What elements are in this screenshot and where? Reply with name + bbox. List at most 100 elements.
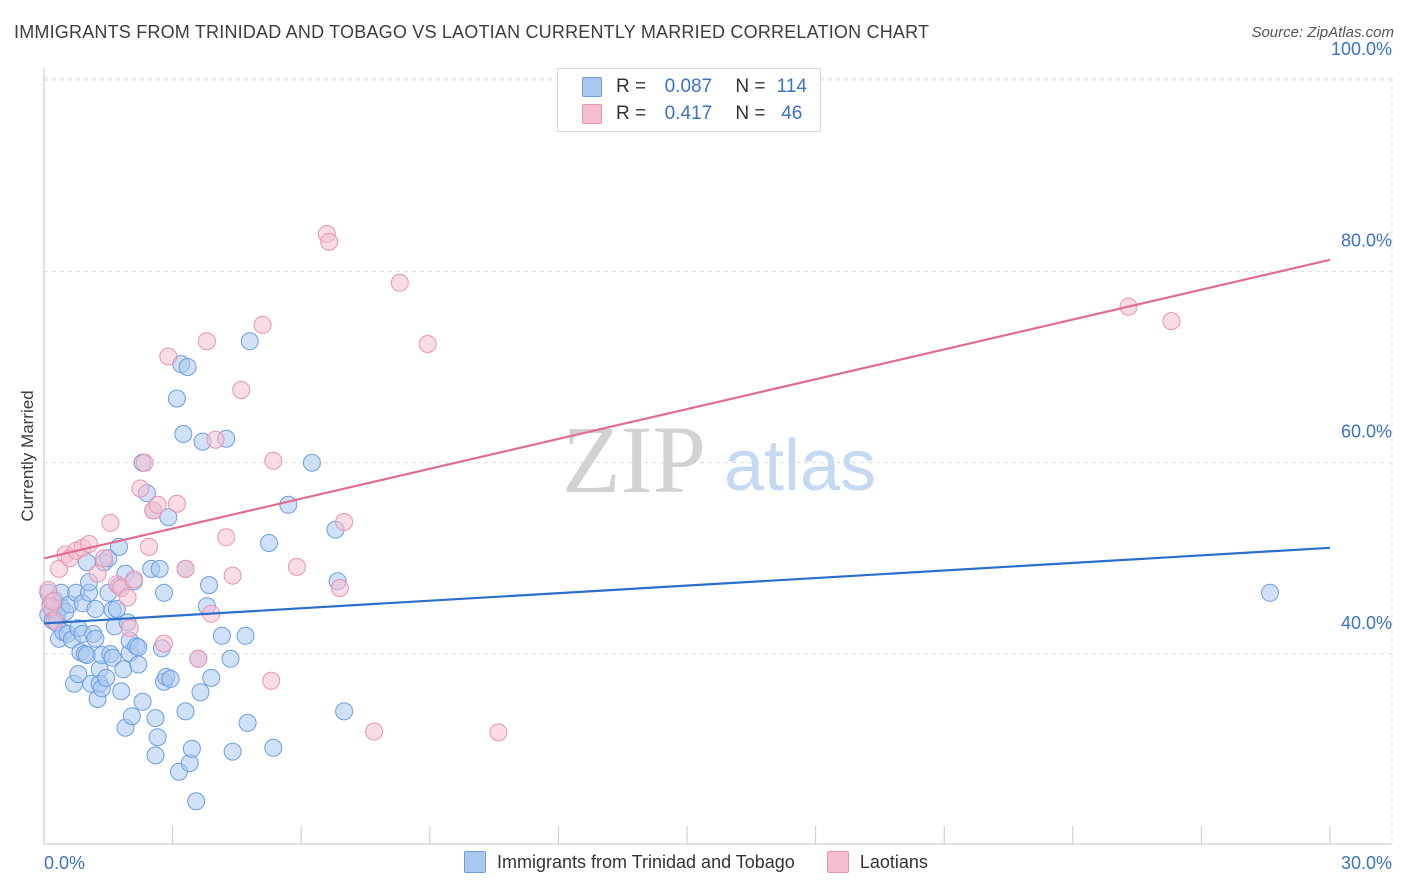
y-tick-label: 40.0% xyxy=(1341,613,1392,633)
laotian-point xyxy=(167,494,186,513)
laotians-swatch xyxy=(582,104,602,124)
laotian-point xyxy=(45,611,64,630)
trinidad-point xyxy=(129,655,148,674)
laotian-point xyxy=(1162,312,1181,331)
laotian-point xyxy=(223,566,242,585)
trinidad-point xyxy=(133,692,152,711)
legend-item-laotians[interactable]: Laotians xyxy=(826,851,928,873)
trinidad-legend-swatch xyxy=(464,851,486,873)
legend-label-trinidad: Immigrants from Trinidad and Tobago xyxy=(497,851,795,872)
laotian-point xyxy=(418,335,437,353)
trinidad-point xyxy=(114,660,133,679)
legend-label-laotians: Laotians xyxy=(859,851,928,872)
trinidad-point xyxy=(150,559,169,578)
r-value: 0.417 xyxy=(664,103,713,124)
laotian-point xyxy=(155,634,173,653)
trendlines xyxy=(43,258,1331,625)
laotian-point xyxy=(330,579,349,597)
trinidad-point xyxy=(148,728,167,747)
trinidad-point xyxy=(146,746,165,765)
laotian-point xyxy=(189,649,208,668)
laotian-point xyxy=(390,273,409,292)
trinidad-point xyxy=(97,668,116,687)
trinidad-point xyxy=(122,707,141,726)
stats-legend: R = 0.087 N = 114 R = 0.417 N = 46 xyxy=(557,68,821,132)
laotian-point xyxy=(101,513,120,532)
trinidad-point xyxy=(335,702,354,721)
trinidad-point xyxy=(191,683,210,702)
r-value: 0.087 xyxy=(664,76,713,97)
laotian-point xyxy=(320,232,339,251)
trinidad-point xyxy=(129,638,148,657)
laotian-point xyxy=(232,381,251,399)
laotian-point xyxy=(206,430,225,449)
trinidad-point xyxy=(223,742,242,761)
r-label: R = xyxy=(616,76,647,97)
y-tick-label: 80.0% xyxy=(1341,230,1392,250)
watermark-zip: ZIP xyxy=(562,406,706,513)
trinidad-point xyxy=(103,648,122,667)
laotian-point xyxy=(262,671,281,690)
n-value: 114 xyxy=(776,76,807,97)
trinidad-point xyxy=(86,600,105,618)
trinidad-point xyxy=(221,649,240,668)
trinidad-point xyxy=(264,738,283,757)
trinidad-point xyxy=(200,576,218,595)
laotian-point xyxy=(131,479,150,498)
trinidad-trendline xyxy=(43,546,1331,625)
laotian-point xyxy=(489,723,508,742)
trinidad-point xyxy=(178,358,197,376)
laotians-legend-swatch xyxy=(826,851,849,873)
trinidad-point xyxy=(279,495,298,514)
x-tick-label: 30.0% xyxy=(1341,853,1392,873)
trinidad-point xyxy=(159,508,178,527)
chart-title: IMMIGRANTS FROM TRINIDAD AND TOBAGO VS L… xyxy=(14,22,930,42)
laotian-point xyxy=(148,495,167,514)
watermark-atlas: atlas xyxy=(724,426,876,506)
stats-row-laotians: R = 0.417 N = 46 xyxy=(582,102,813,126)
n-label: N = xyxy=(735,76,766,97)
laotian-point xyxy=(197,332,216,351)
tick-labels: 40.0% 60.0% 80.0% 100.0% 0.0% 30.0% xyxy=(44,39,1392,873)
laotian-point xyxy=(118,588,137,607)
laotian-point xyxy=(140,537,158,556)
trinidad-point xyxy=(86,629,105,648)
laotian-point xyxy=(159,347,178,366)
trinidad-point xyxy=(202,668,221,687)
trinidad-point xyxy=(77,646,96,664)
trinidad-point xyxy=(212,626,231,645)
trinidad-point xyxy=(1261,583,1279,602)
n-value: 46 xyxy=(781,103,803,124)
trinidad-point xyxy=(182,739,201,758)
axes xyxy=(43,68,1392,845)
trinidad-point xyxy=(236,626,255,645)
laotian-point xyxy=(335,513,354,531)
data-points xyxy=(39,225,1279,811)
laotian-point xyxy=(95,549,113,568)
x-tick-label: 0.0% xyxy=(44,853,85,873)
trinidad-point xyxy=(69,665,88,684)
trinidad-point xyxy=(107,600,126,618)
trinidad-point xyxy=(187,792,206,811)
trinidad-point xyxy=(174,425,193,443)
trinidad-point xyxy=(146,709,165,728)
laotian-point xyxy=(176,559,195,578)
laotian-point xyxy=(135,453,154,472)
trinidad-point xyxy=(240,332,259,351)
stats-row-trinidad: R = 0.087 N = 114 xyxy=(582,75,813,99)
r-label: R = xyxy=(616,103,647,124)
trinidad-point xyxy=(161,669,180,688)
laotian-trendline xyxy=(43,258,1331,560)
trinidad-point xyxy=(155,583,173,602)
trinidad-point xyxy=(167,389,186,408)
watermark: ZIP atlas xyxy=(562,406,876,513)
trinidad-point xyxy=(112,682,131,701)
laotian-point xyxy=(88,564,107,583)
trinidad-point xyxy=(302,453,321,472)
y-tick-label: 100.0% xyxy=(1331,39,1392,59)
laotian-point xyxy=(264,451,283,470)
n-label: N = xyxy=(735,103,766,124)
trinidad-point xyxy=(238,713,257,732)
legend-item-trinidad[interactable]: Immigrants from Trinidad and Tobago xyxy=(464,851,795,873)
